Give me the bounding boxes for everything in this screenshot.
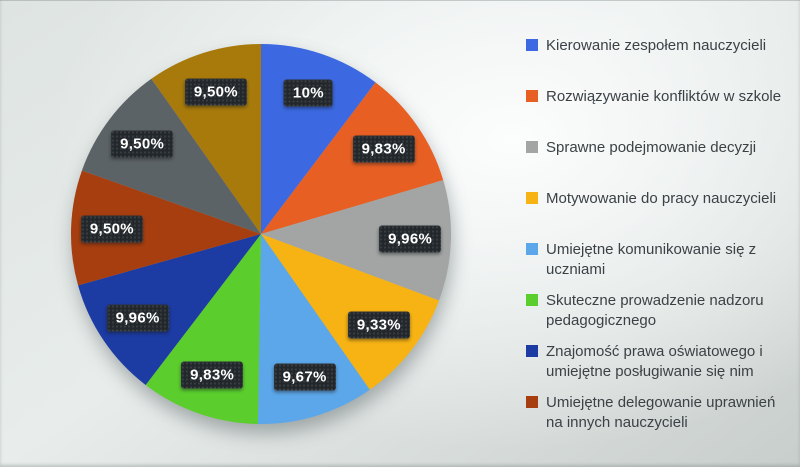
legend-item-5: Umiejętne komunikowanie się z uczniami — [526, 240, 794, 291]
legend: Kierowanie zespołem nauczycieli Rozwiązyw… — [526, 36, 794, 444]
pie-slice-2 — [261, 82, 444, 234]
legend-item-6: Skuteczne prowadzenie nadzoru pedagogiczn… — [526, 291, 794, 342]
legend-item-7: Znajomość prawa oświatowego i umiejętne p… — [526, 342, 794, 393]
legend-swatch-icon — [526, 294, 538, 306]
legend-item-1: Kierowanie zespołem nauczycieli — [526, 36, 794, 87]
legend-item-2: Rozwiązywanie konfliktów w szkole — [526, 87, 794, 138]
legend-label: Motywowanie do pracy nauczycieli — [546, 190, 777, 207]
legend-label: Sprawne podejmowanie decyzji — [546, 139, 757, 156]
legend-label: Umiejętne delegowanie uprawnień na innych… — [546, 394, 776, 431]
legend-swatch-icon — [526, 39, 538, 51]
legend-item-8: Umiejętne delegowanie uprawnień na innych… — [526, 393, 794, 444]
legend-label: Umiejętne komunikowanie się z uczniami — [546, 241, 757, 278]
legend-swatch-icon — [526, 345, 538, 357]
legend-label: Rozwiązywanie konfliktów w szkole — [546, 88, 782, 105]
legend-label: Kierowanie zespołem nauczycieli — [546, 37, 767, 54]
legend-swatch-icon — [526, 243, 538, 255]
legend-swatch-icon — [526, 192, 538, 204]
legend-swatch-icon — [526, 141, 538, 153]
legend-item-4: Motywowanie do pracy nauczycieli — [526, 189, 794, 240]
pie-slice-8 — [71, 170, 261, 286]
pie-slice-3 — [261, 180, 451, 301]
legend-label: Znajomość prawa oświatowego i umiejętne p… — [546, 343, 763, 380]
pie-slice-7 — [78, 234, 261, 385]
legend-swatch-icon — [526, 90, 538, 102]
legend-label: Skuteczne prowadzenie nadzoru pedagogiczn… — [546, 292, 764, 329]
legend-swatch-icon — [526, 396, 538, 408]
legend-item-3: Sprawne podejmowanie decyzji — [526, 138, 794, 189]
pie-slice-4 — [261, 234, 439, 390]
